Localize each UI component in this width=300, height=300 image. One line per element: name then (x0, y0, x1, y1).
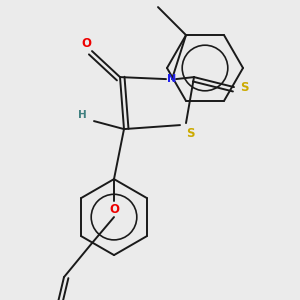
Text: S: S (186, 127, 194, 140)
Text: S: S (240, 81, 248, 94)
Text: O: O (81, 37, 91, 50)
Text: H: H (78, 110, 86, 120)
Text: O: O (109, 202, 119, 216)
Text: N: N (167, 74, 177, 84)
